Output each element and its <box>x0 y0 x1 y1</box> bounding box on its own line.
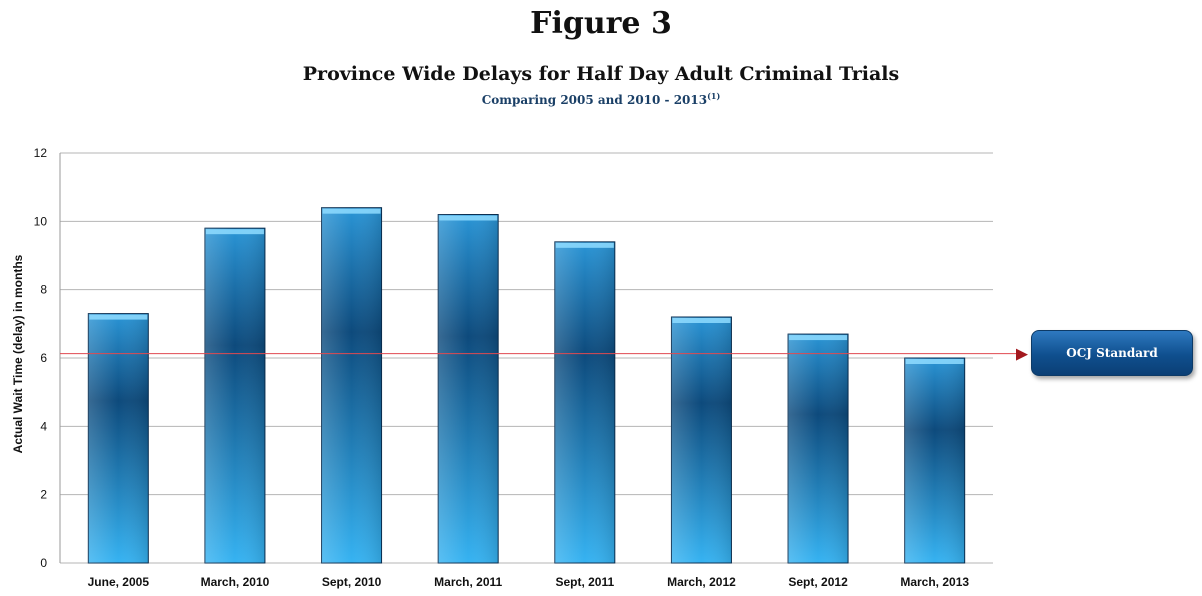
bar-top-highlight <box>672 318 731 323</box>
bar-top-highlight <box>439 215 498 221</box>
bar-shine <box>788 334 849 563</box>
reference-line-group <box>60 348 1028 361</box>
y-tick-label: 8 <box>40 283 47 297</box>
bar-top-highlight <box>205 229 264 235</box>
bar-top-highlight <box>89 314 148 320</box>
ocj-standard-label: OCJ Standard <box>1031 330 1193 376</box>
y-tick-label: 10 <box>34 214 48 228</box>
axis-ticks: 0 2 4 6 8 10 12 June, 2005 March, 2010 Sept, 2010… <box>34 146 970 589</box>
bar-shine <box>671 317 732 563</box>
bar-top-highlight <box>789 335 848 341</box>
bar-shine <box>438 214 499 563</box>
gridlines <box>59 152 993 564</box>
bar-top-highlight <box>322 208 381 214</box>
bar-shine <box>204 228 265 563</box>
x-tick-label: March, 2012 <box>667 575 736 589</box>
chart-subtitle: Comparing 2005 and 2010 - 2013(1) <box>0 91 1202 107</box>
bar-top-highlight <box>905 359 964 364</box>
bar-top-highlight <box>555 242 614 248</box>
bar-shine <box>321 207 382 563</box>
y-tick-label: 0 <box>40 556 47 570</box>
bars <box>87 207 966 564</box>
y-tick-label: 2 <box>40 488 47 502</box>
bar-shine <box>904 358 965 563</box>
x-tick-label: March, 2013 <box>900 575 969 589</box>
x-tick-label: March, 2011 <box>434 575 502 589</box>
x-tick-label: Sept, 2011 <box>555 575 614 589</box>
chart-title: Province Wide Delays for Half Day Adult … <box>302 63 900 85</box>
x-tick-label: Sept, 2010 <box>322 575 382 589</box>
x-tick-label: Sept, 2012 <box>788 575 848 589</box>
y-tick-label: 12 <box>34 146 48 160</box>
footnote-marker: (1) <box>707 91 721 101</box>
y-tick-label: 6 <box>40 351 47 365</box>
x-tick-label: June, 2005 <box>88 575 150 589</box>
x-tick-label: March, 2010 <box>201 575 270 589</box>
chart-subtitle-text: Comparing 2005 and 2010 - 2013 <box>481 93 708 107</box>
ocj-standard-arrowhead <box>1016 348 1028 361</box>
bar-shine <box>88 313 149 563</box>
y-tick-label: 4 <box>40 419 47 433</box>
figure-label: Figure 3 <box>530 6 672 41</box>
bar-shine <box>554 241 615 564</box>
